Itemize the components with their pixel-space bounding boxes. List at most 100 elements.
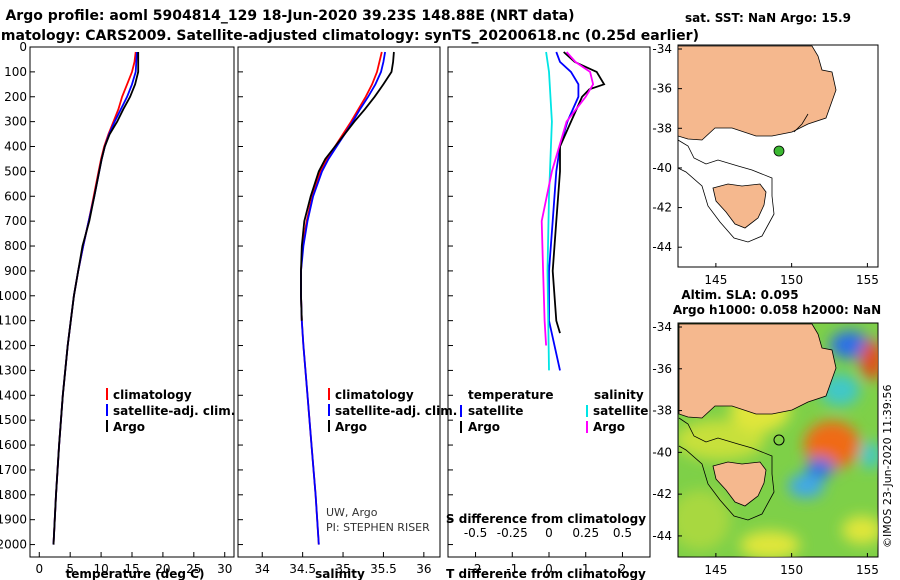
depth-tick-label: 1500	[0, 413, 27, 427]
depth-tick-label: 600	[4, 189, 27, 203]
lat-tick-label: -44	[652, 529, 672, 543]
temperature-xlabel: temperature (deg C)	[66, 567, 205, 580]
anomaly-blob	[842, 516, 878, 544]
anomaly-blob	[804, 421, 860, 469]
s-tick-label: -0.5	[464, 526, 487, 540]
x-tick-label: 35	[335, 562, 350, 576]
series-line-t-argo	[551, 51, 606, 334]
depth-tick-label: 1600	[0, 438, 27, 452]
salinity-annotation-1: UW, Argo	[326, 506, 378, 519]
legend-header-temperature: temperature	[468, 388, 553, 402]
lat-tick-label: -40	[652, 161, 672, 175]
depth-tick-label: 400	[4, 140, 27, 154]
anomaly-blob	[860, 340, 878, 380]
lat-tick-label: -34	[652, 42, 672, 56]
sst-map	[677, 44, 879, 268]
salinity-panel: 34 34.5 35 35.5 36	[237, 46, 441, 576]
depth-tick-label: 200	[4, 90, 27, 104]
x-tick-label: 34.5	[289, 562, 316, 576]
legend-label-argo: Argo	[113, 420, 145, 434]
s-tick-label: -0.25	[497, 526, 528, 540]
x-tick-label: -1	[506, 562, 518, 576]
x-tick-label: 30	[217, 562, 232, 576]
difference-legend: temperature salinity satellite Argo sate…	[460, 388, 648, 434]
lon-tick-label: 150	[780, 563, 803, 577]
x-tick-label: 1	[582, 562, 590, 576]
coast-contour	[793, 113, 809, 133]
lon-tick-label: 155	[856, 563, 879, 577]
sla-map-title-1: Altim. SLA: 0.095	[681, 288, 798, 302]
float-position-marker	[773, 145, 785, 157]
series-line-satellite-adj-clim-	[300, 51, 386, 545]
temperature-legend: climatology satellite-adj. clim. Argo	[106, 388, 235, 434]
lon-tick-label: 145	[704, 273, 727, 287]
s-tick-label: 0.5	[613, 526, 632, 540]
legend-label-argo: Argo	[335, 420, 367, 434]
depth-tick-label: 100	[4, 65, 27, 79]
depth-tick-label: 500	[4, 164, 27, 178]
x-tick-label: 2	[619, 562, 627, 576]
difference-xlabel: T difference from climatology	[446, 567, 646, 580]
lat-tick-label: -42	[652, 487, 672, 501]
sla-map-title-2: Argo h1000: 0.058 h2000: NaN	[673, 303, 881, 317]
salinity-legend: climatology satellite-adj. clim. Argo	[328, 388, 457, 434]
x-tick-label: 35.5	[370, 562, 397, 576]
tasmania-landmass	[712, 461, 767, 507]
depth-tick-label: 800	[4, 239, 27, 253]
mainland-landmass	[677, 45, 837, 141]
depth-tick-label: 1700	[0, 463, 27, 477]
depth-tick-label: 300	[4, 115, 27, 129]
legend-label-s-argo: Argo	[593, 420, 625, 434]
sla-map-ticks: -34 -36 -38 -40 -42 -44 145 150 155	[652, 320, 878, 577]
depth-tick-label: 900	[4, 264, 27, 278]
anomaly-blob	[679, 420, 765, 460]
x-tick-label: 15	[124, 562, 139, 576]
anomaly-blob	[830, 331, 870, 359]
legend-header-salinity: salinity	[594, 388, 644, 402]
anomaly-blob	[860, 441, 878, 469]
lon-tick-label: 155	[856, 273, 879, 287]
depth-tick-label: 1900	[0, 513, 27, 527]
anomaly-blob	[679, 490, 730, 550]
depth-tick-label: 0	[19, 40, 27, 54]
s-tick-label: 0	[545, 526, 553, 540]
anomaly-blob	[788, 474, 824, 498]
difference-panel: -2 -1 0 1 2 -0.5 -0.25 0 0.25 0.5	[447, 46, 651, 576]
x-tick-label: 0	[35, 562, 43, 576]
plot-frame	[29, 46, 235, 558]
plot-frame	[237, 46, 441, 558]
temperature-panel: 0 5 10 15 20 25 30	[29, 46, 235, 576]
lat-tick-label: -40	[652, 445, 672, 459]
title-line-2: Climatology: CARS2009. Satellite-adjuste…	[0, 28, 699, 44]
lat-tick-label: -36	[652, 82, 672, 96]
series-line-s-argo	[540, 51, 595, 346]
legend-label-t-satellite: satellite	[468, 404, 523, 418]
lon-tick-label: 145	[704, 563, 727, 577]
mainland-landmass	[678, 323, 837, 419]
difference-xlabel-top: S difference from climatology	[446, 512, 646, 526]
s-tick-label: 0.25	[572, 526, 599, 540]
x-tick-label: 34	[255, 562, 270, 576]
lat-tick-label: -38	[652, 121, 672, 135]
anomaly-blob	[740, 531, 800, 557]
depth-tick-label: 700	[4, 214, 27, 228]
depth-tick-label: 1100	[0, 314, 27, 328]
depth-tick-label: 1400	[0, 388, 27, 402]
legend-label-satellite: satellite-adj. clim.	[335, 404, 457, 418]
legend-label-t-argo: Argo	[468, 420, 500, 434]
depth-tick-label: 2000	[0, 538, 27, 552]
depth-tick-labels: 0 100 200 300 400 500 600 700 800 900 1000 1100 1200…	[0, 40, 27, 552]
lat-tick-label: -36	[652, 362, 672, 376]
x-tick-label: 20	[155, 562, 170, 576]
anomaly-blob	[806, 458, 834, 478]
legend-label-climatology: climatology	[335, 388, 414, 402]
lon-tick-label: 150	[780, 273, 803, 287]
shelf-contour	[678, 417, 775, 521]
depth-tick-label: 1000	[0, 289, 27, 303]
sst-map-title: sat. SST: NaN Argo: 15.9	[685, 11, 851, 25]
float-position-marker	[773, 434, 785, 446]
legend-label-s-satellite: satellite	[593, 404, 648, 418]
salinity-annotation-2: PI: STEPHEN RISER	[326, 521, 430, 534]
sst-map-ticks: -34 -36 -38 -40 -42 -44 145 150 155	[652, 42, 878, 287]
